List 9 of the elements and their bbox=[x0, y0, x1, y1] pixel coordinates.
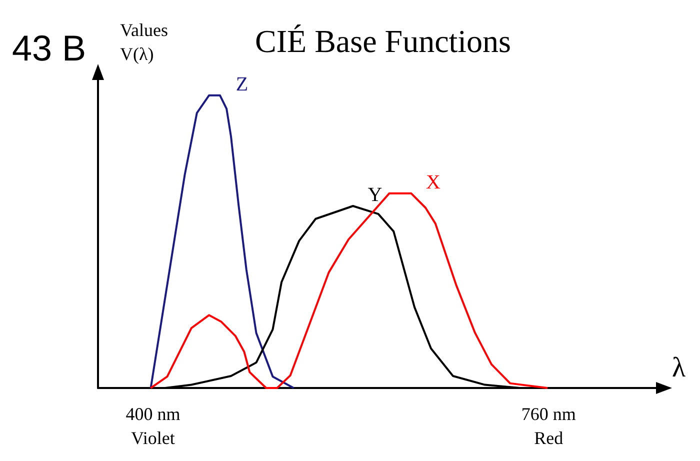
x-tick-label: 760 nm Red bbox=[521, 404, 576, 448]
text: 43 B bbox=[12, 28, 86, 68]
series-label: Y bbox=[368, 184, 382, 206]
series-label: X bbox=[426, 171, 441, 194]
x-tick-label: 400 nm Violet bbox=[126, 404, 180, 448]
chart-title: CIÉ Base Functions bbox=[255, 23, 511, 59]
x-axis-title: λ bbox=[672, 352, 686, 384]
y-axis-title: Values V(λ) bbox=[120, 20, 168, 64]
series-label: Z bbox=[236, 73, 248, 96]
